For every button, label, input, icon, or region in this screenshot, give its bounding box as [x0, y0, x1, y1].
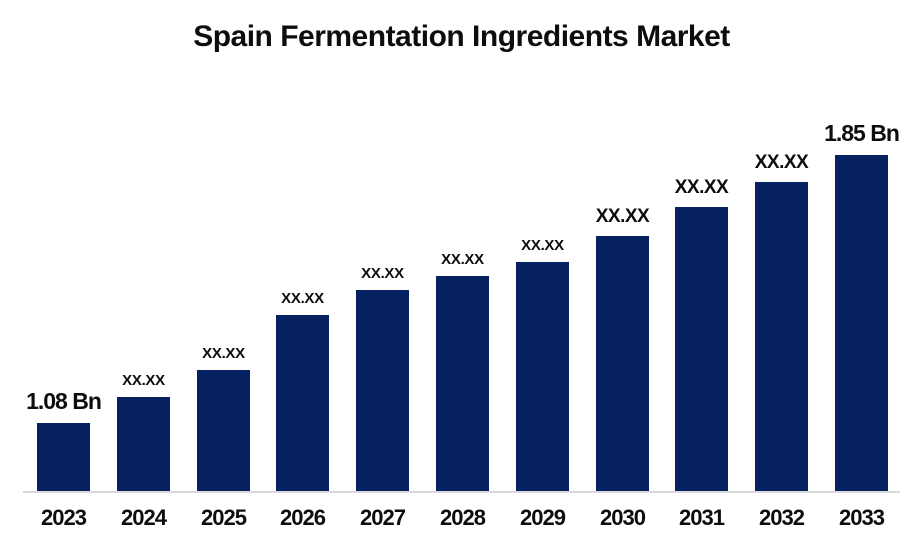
x-tick-2033: 2033 — [839, 505, 885, 530]
bar-2025 — [197, 370, 250, 491]
value-label-2026: XX.XX — [281, 290, 324, 307]
value-label-2031: XX.XX — [674, 177, 729, 198]
value-label-2032: XX.XX — [754, 152, 809, 173]
x-tick-2026: 2026 — [280, 505, 326, 530]
x-tick-2032: 2032 — [759, 505, 805, 530]
bar-2032 — [755, 182, 808, 491]
x-tick-2025: 2025 — [201, 505, 247, 530]
bar-2026 — [276, 315, 329, 491]
bar-2028 — [436, 276, 489, 491]
value-label-2027: XX.XX — [361, 265, 404, 282]
x-tick-2024: 2024 — [121, 505, 167, 530]
value-label-2024: XX.XX — [122, 372, 165, 389]
x-tick-2030: 2030 — [600, 505, 646, 530]
bar-2023 — [37, 423, 90, 491]
x-tick-2027: 2027 — [360, 505, 406, 530]
bar-2030 — [596, 236, 649, 491]
value-label-2030: XX.XX — [595, 206, 650, 227]
value-label-2033: 1.85 Bn — [824, 120, 900, 146]
value-label-2023: 1.08 Bn — [26, 388, 102, 414]
chart-title: Spain Fermentation Ingredients Market — [193, 20, 730, 53]
x-tick-2023: 2023 — [41, 505, 87, 530]
value-label-2028: XX.XX — [441, 251, 484, 268]
bar-2027 — [356, 290, 409, 491]
value-label-2025: XX.XX — [202, 345, 245, 362]
bar-2024 — [117, 397, 170, 491]
bar-2031 — [675, 207, 728, 491]
x-axis-line — [23, 491, 900, 493]
x-tick-2029: 2029 — [520, 505, 566, 530]
x-tick-2028: 2028 — [440, 505, 486, 530]
value-label-2029: XX.XX — [521, 237, 564, 254]
bar-2029 — [516, 262, 569, 491]
bar-2033 — [835, 155, 888, 491]
x-tick-2031: 2031 — [679, 505, 725, 530]
